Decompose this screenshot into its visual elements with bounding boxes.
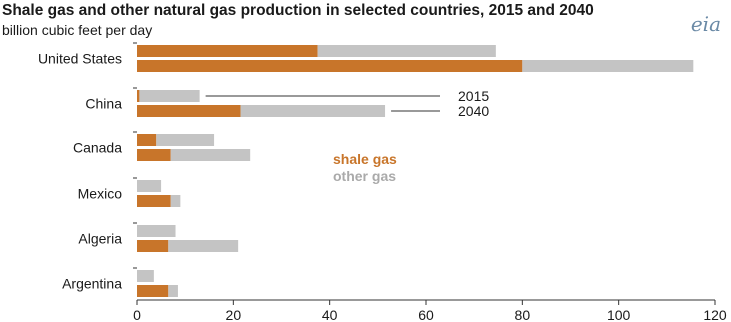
bar-shale-2015 bbox=[137, 45, 318, 57]
bar-other-2015 bbox=[317, 45, 496, 57]
category-label: United States bbox=[38, 51, 122, 67]
bar-other-2040 bbox=[170, 149, 251, 161]
x-tick-label: 20 bbox=[226, 307, 242, 322]
bar-other-2015 bbox=[137, 225, 176, 237]
category-label: Argentina bbox=[62, 276, 122, 292]
bar-shale-2040 bbox=[137, 60, 523, 72]
bar-shale-2040 bbox=[137, 149, 171, 161]
x-tick-label: 120 bbox=[703, 307, 727, 322]
category-label: Mexico bbox=[78, 186, 123, 202]
bar-shale-2040 bbox=[137, 105, 241, 117]
bar-shale-2015 bbox=[137, 90, 140, 102]
bar-other-2015 bbox=[156, 134, 215, 146]
bar-shale-2040 bbox=[137, 195, 171, 207]
chart-subtitle: billion cubic feet per day bbox=[2, 22, 153, 38]
category-label: China bbox=[85, 96, 122, 112]
x-tick-label: 100 bbox=[607, 307, 631, 322]
annotation-2040: 2040 bbox=[458, 103, 489, 119]
category-label: Algeria bbox=[78, 231, 122, 247]
bar-other-2040 bbox=[168, 240, 239, 252]
x-tick-label: 0 bbox=[133, 307, 141, 322]
bar-other-2040 bbox=[170, 195, 181, 207]
bar-shale-2040 bbox=[137, 240, 169, 252]
bar-other-2015 bbox=[137, 180, 162, 192]
legend-shale-gas: shale gas bbox=[333, 151, 397, 167]
bar-shale-2015 bbox=[137, 134, 157, 146]
x-tick-label: 60 bbox=[418, 307, 434, 322]
bar-other-2040 bbox=[168, 285, 178, 297]
bar-other-2015 bbox=[139, 90, 200, 102]
x-tick-label: 80 bbox=[515, 307, 531, 322]
legend-other-gas: other gas bbox=[333, 168, 396, 184]
bar-other-2040 bbox=[240, 105, 386, 117]
bar-other-2015 bbox=[137, 270, 154, 282]
annotation-2015: 2015 bbox=[458, 88, 489, 104]
x-tick-label: 40 bbox=[322, 307, 338, 322]
category-label: Canada bbox=[73, 140, 122, 156]
chart-title: Shale gas and other natural gas producti… bbox=[2, 2, 594, 19]
eia-logo: eia bbox=[690, 12, 721, 36]
bar-shale-2040 bbox=[137, 285, 169, 297]
bar-other-2040 bbox=[522, 60, 694, 72]
